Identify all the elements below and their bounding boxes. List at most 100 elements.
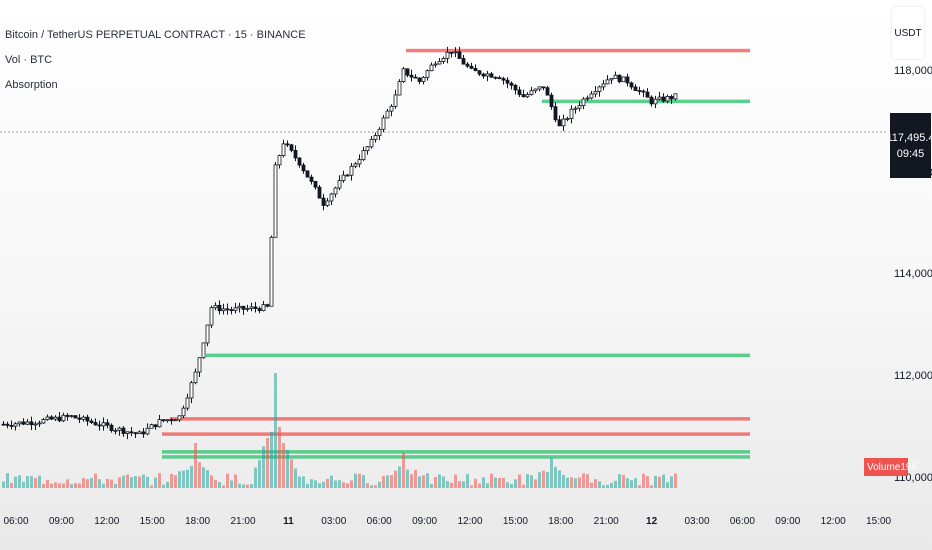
candle (413, 74, 418, 79)
volume-bar (290, 459, 293, 488)
volume-bar (294, 468, 297, 488)
volume-bar (358, 473, 361, 488)
volume-bar (318, 483, 321, 488)
volume-bar (542, 470, 545, 488)
volume-bar (274, 373, 277, 488)
candle (241, 305, 246, 315)
candle (333, 186, 338, 198)
time-tick-label: 18:00 (548, 516, 574, 527)
candle (121, 426, 126, 437)
volume-bar (622, 474, 625, 488)
volume-bar (598, 481, 601, 488)
candle (445, 46, 450, 64)
time-axis[interactable]: 06:00 09:00 12:00 15:00 18:00 21:00 11 03:00 06:… (0, 508, 891, 550)
volume-bar (350, 480, 353, 488)
volume-bar (90, 477, 93, 488)
volume-bar (230, 480, 233, 488)
volume-bar (158, 473, 161, 488)
candle (269, 235, 274, 307)
volume-bar (14, 476, 17, 488)
candle (221, 303, 226, 315)
candle (361, 146, 366, 162)
volume-bar (382, 476, 385, 488)
volume-bar (374, 485, 377, 488)
volume-bar (246, 484, 249, 488)
candle (637, 86, 642, 95)
candle (61, 412, 66, 423)
volume-bar (10, 482, 13, 488)
candle (609, 78, 614, 85)
volume-bar (50, 483, 53, 488)
volume-indicator-label[interactable]: Vol · BTC (5, 54, 53, 66)
candle (213, 302, 218, 311)
candle (517, 86, 522, 98)
volume-bar (222, 485, 225, 488)
candle (385, 108, 390, 119)
volume-bar (78, 483, 81, 488)
candle (405, 68, 410, 78)
volume-bar (646, 476, 649, 488)
candle (9, 420, 14, 430)
volume-bar (582, 473, 585, 488)
symbol-title[interactable]: Bitcoin / TetherUS PERPETUAL CONTRACT · … (5, 29, 306, 41)
candle (545, 85, 550, 96)
volume-bar (26, 476, 29, 488)
candlesticks (1, 46, 678, 440)
candle (265, 303, 270, 308)
time-tick-label: 06:00 (366, 516, 392, 527)
price-tick-label: 114,000.0 (894, 268, 932, 281)
volume-bar (166, 482, 169, 488)
price-tick-label: 112,000.0 (894, 369, 932, 382)
candle (201, 342, 206, 359)
candle (73, 415, 78, 419)
volume-bar (214, 479, 217, 488)
candle (457, 46, 462, 59)
volume-bar (530, 475, 533, 488)
candle (29, 416, 34, 431)
volume-bar (262, 446, 265, 488)
candle (525, 92, 530, 99)
candle (393, 89, 398, 109)
candle (449, 51, 454, 58)
candle (585, 95, 590, 102)
currency-selector[interactable]: USDT (892, 7, 924, 59)
volume-bar (394, 470, 397, 488)
volume-bar (238, 483, 241, 488)
volume-bar (86, 479, 89, 488)
volume-bars (2, 373, 677, 488)
time-tick-label: 12 (646, 516, 658, 527)
volume-bar (354, 473, 357, 488)
candle (233, 302, 238, 314)
candle (329, 192, 334, 206)
candle (89, 418, 94, 424)
volume-bar (306, 483, 309, 488)
candle (621, 76, 626, 83)
candle (357, 154, 362, 168)
candle (217, 300, 222, 315)
volume-bar (390, 475, 393, 488)
candle (41, 417, 46, 424)
volume-bar (514, 479, 517, 488)
volume-bar (658, 476, 661, 488)
candle (93, 418, 98, 426)
candle (65, 413, 70, 421)
volume-bar (250, 484, 253, 488)
candle (305, 170, 310, 178)
volume-bar (526, 473, 529, 488)
volume-bar (314, 480, 317, 488)
volume-bar (134, 476, 137, 488)
volume-bar (362, 475, 365, 488)
volume-bar (242, 484, 245, 488)
candle (345, 173, 350, 177)
candle (245, 304, 250, 312)
volume-bar (346, 483, 349, 488)
volume-bar (510, 484, 513, 488)
candle (565, 116, 570, 122)
absorption-indicator-label[interactable]: Absorption (5, 79, 58, 91)
volume-bar (278, 426, 281, 488)
volume-bar (410, 474, 413, 488)
volume-bar (630, 480, 633, 488)
candle (313, 180, 318, 190)
candle (501, 76, 506, 85)
price-chart[interactable] (0, 0, 886, 508)
